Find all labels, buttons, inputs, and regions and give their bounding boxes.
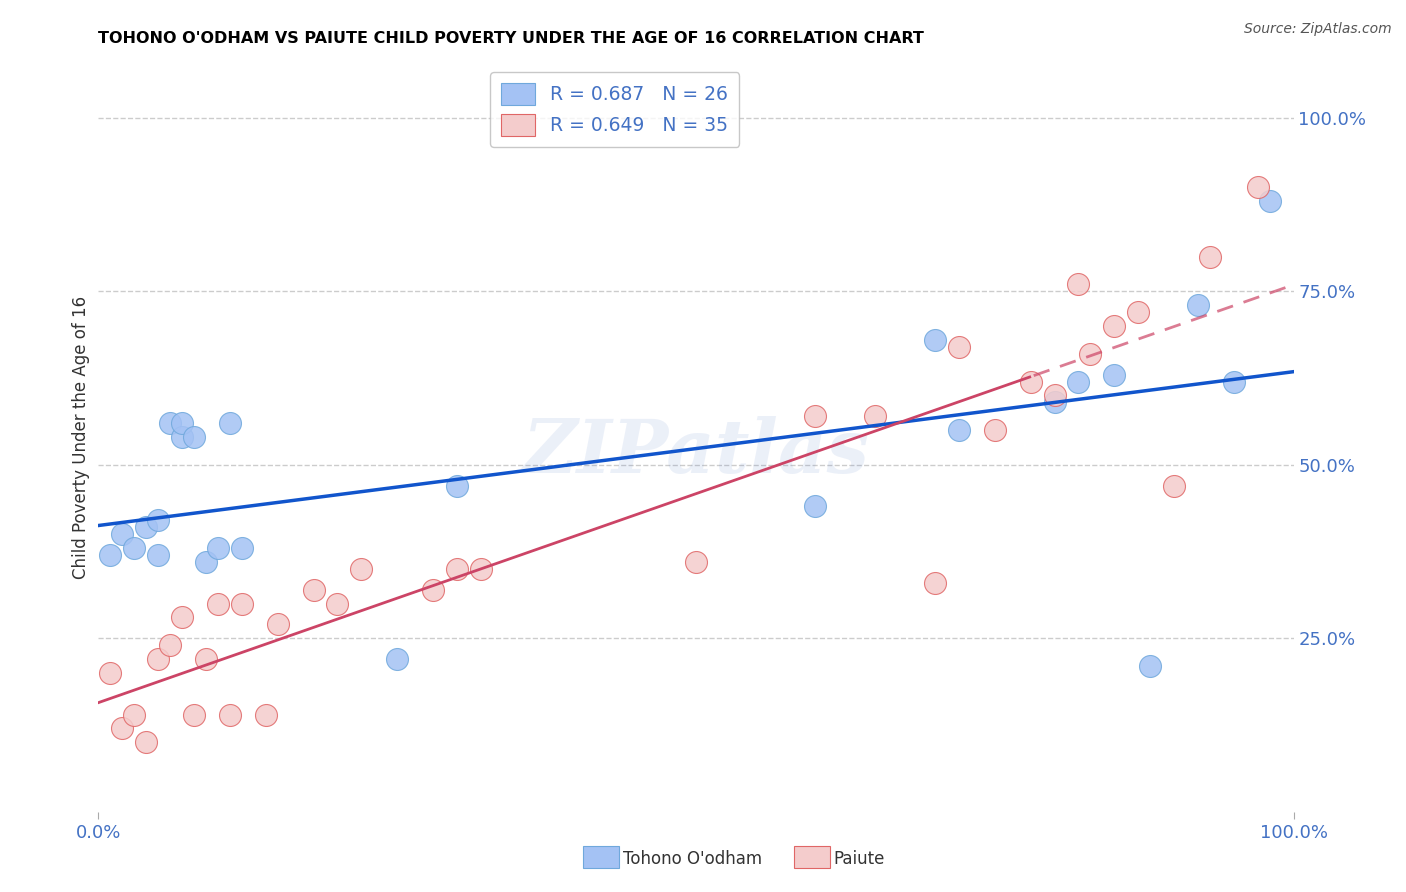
Point: [1247, 180, 1270, 194]
Text: ZIPatlas: ZIPatlas: [523, 416, 869, 488]
Point: [111, 527, 134, 541]
Point: [124, 541, 146, 555]
Point: [924, 575, 946, 590]
Point: [148, 513, 170, 527]
Point: [172, 610, 194, 624]
Point: [219, 707, 242, 722]
Point: [172, 416, 194, 430]
Point: [1043, 395, 1066, 409]
Point: [124, 707, 146, 722]
Point: [446, 478, 468, 492]
Point: [1163, 478, 1185, 492]
Point: [302, 582, 325, 597]
Point: [1067, 375, 1090, 389]
Legend: R = 0.687   N = 26, R = 0.649   N = 35: R = 0.687 N = 26, R = 0.649 N = 35: [491, 72, 740, 147]
Point: [148, 548, 170, 562]
Point: [1104, 319, 1126, 334]
Point: [924, 333, 946, 347]
Point: [1187, 298, 1209, 312]
Point: [135, 735, 157, 749]
Text: Source: ZipAtlas.com: Source: ZipAtlas.com: [1244, 22, 1392, 37]
Point: [470, 562, 492, 576]
Point: [98, 548, 122, 562]
Point: [1019, 375, 1042, 389]
Point: [159, 638, 181, 652]
Point: [231, 597, 253, 611]
Point: [1128, 305, 1150, 319]
Point: [1223, 375, 1246, 389]
Point: [326, 597, 349, 611]
Point: [948, 340, 970, 354]
Point: [98, 665, 122, 680]
Point: [422, 582, 444, 597]
Point: [148, 652, 170, 666]
Point: [1199, 250, 1222, 264]
Point: [1104, 368, 1126, 382]
Point: [446, 562, 468, 576]
Point: [254, 707, 277, 722]
Point: [195, 555, 218, 569]
Point: [804, 409, 827, 424]
Point: [1043, 388, 1066, 402]
Point: [350, 562, 373, 576]
Point: [984, 423, 1007, 437]
Point: [183, 707, 205, 722]
Point: [135, 520, 157, 534]
Point: [948, 423, 970, 437]
Point: [385, 652, 409, 666]
Y-axis label: Child Poverty Under the Age of 16: Child Poverty Under the Age of 16: [72, 295, 90, 579]
Point: [183, 430, 205, 444]
Text: TOHONO O'ODHAM VS PAIUTE CHILD POVERTY UNDER THE AGE OF 16 CORRELATION CHART: TOHONO O'ODHAM VS PAIUTE CHILD POVERTY U…: [98, 31, 924, 46]
Text: Paiute: Paiute: [834, 850, 886, 868]
Point: [111, 722, 134, 736]
Point: [267, 617, 290, 632]
Point: [1080, 347, 1102, 361]
Point: [172, 430, 194, 444]
Point: [865, 409, 887, 424]
Point: [219, 416, 242, 430]
Point: [685, 555, 707, 569]
Point: [1258, 194, 1281, 209]
Point: [159, 416, 181, 430]
Point: [195, 652, 218, 666]
Text: Tohono O'odham: Tohono O'odham: [623, 850, 762, 868]
Point: [207, 541, 229, 555]
Point: [207, 597, 229, 611]
Point: [804, 500, 827, 514]
Point: [1067, 277, 1090, 292]
Point: [231, 541, 253, 555]
Point: [1139, 659, 1161, 673]
